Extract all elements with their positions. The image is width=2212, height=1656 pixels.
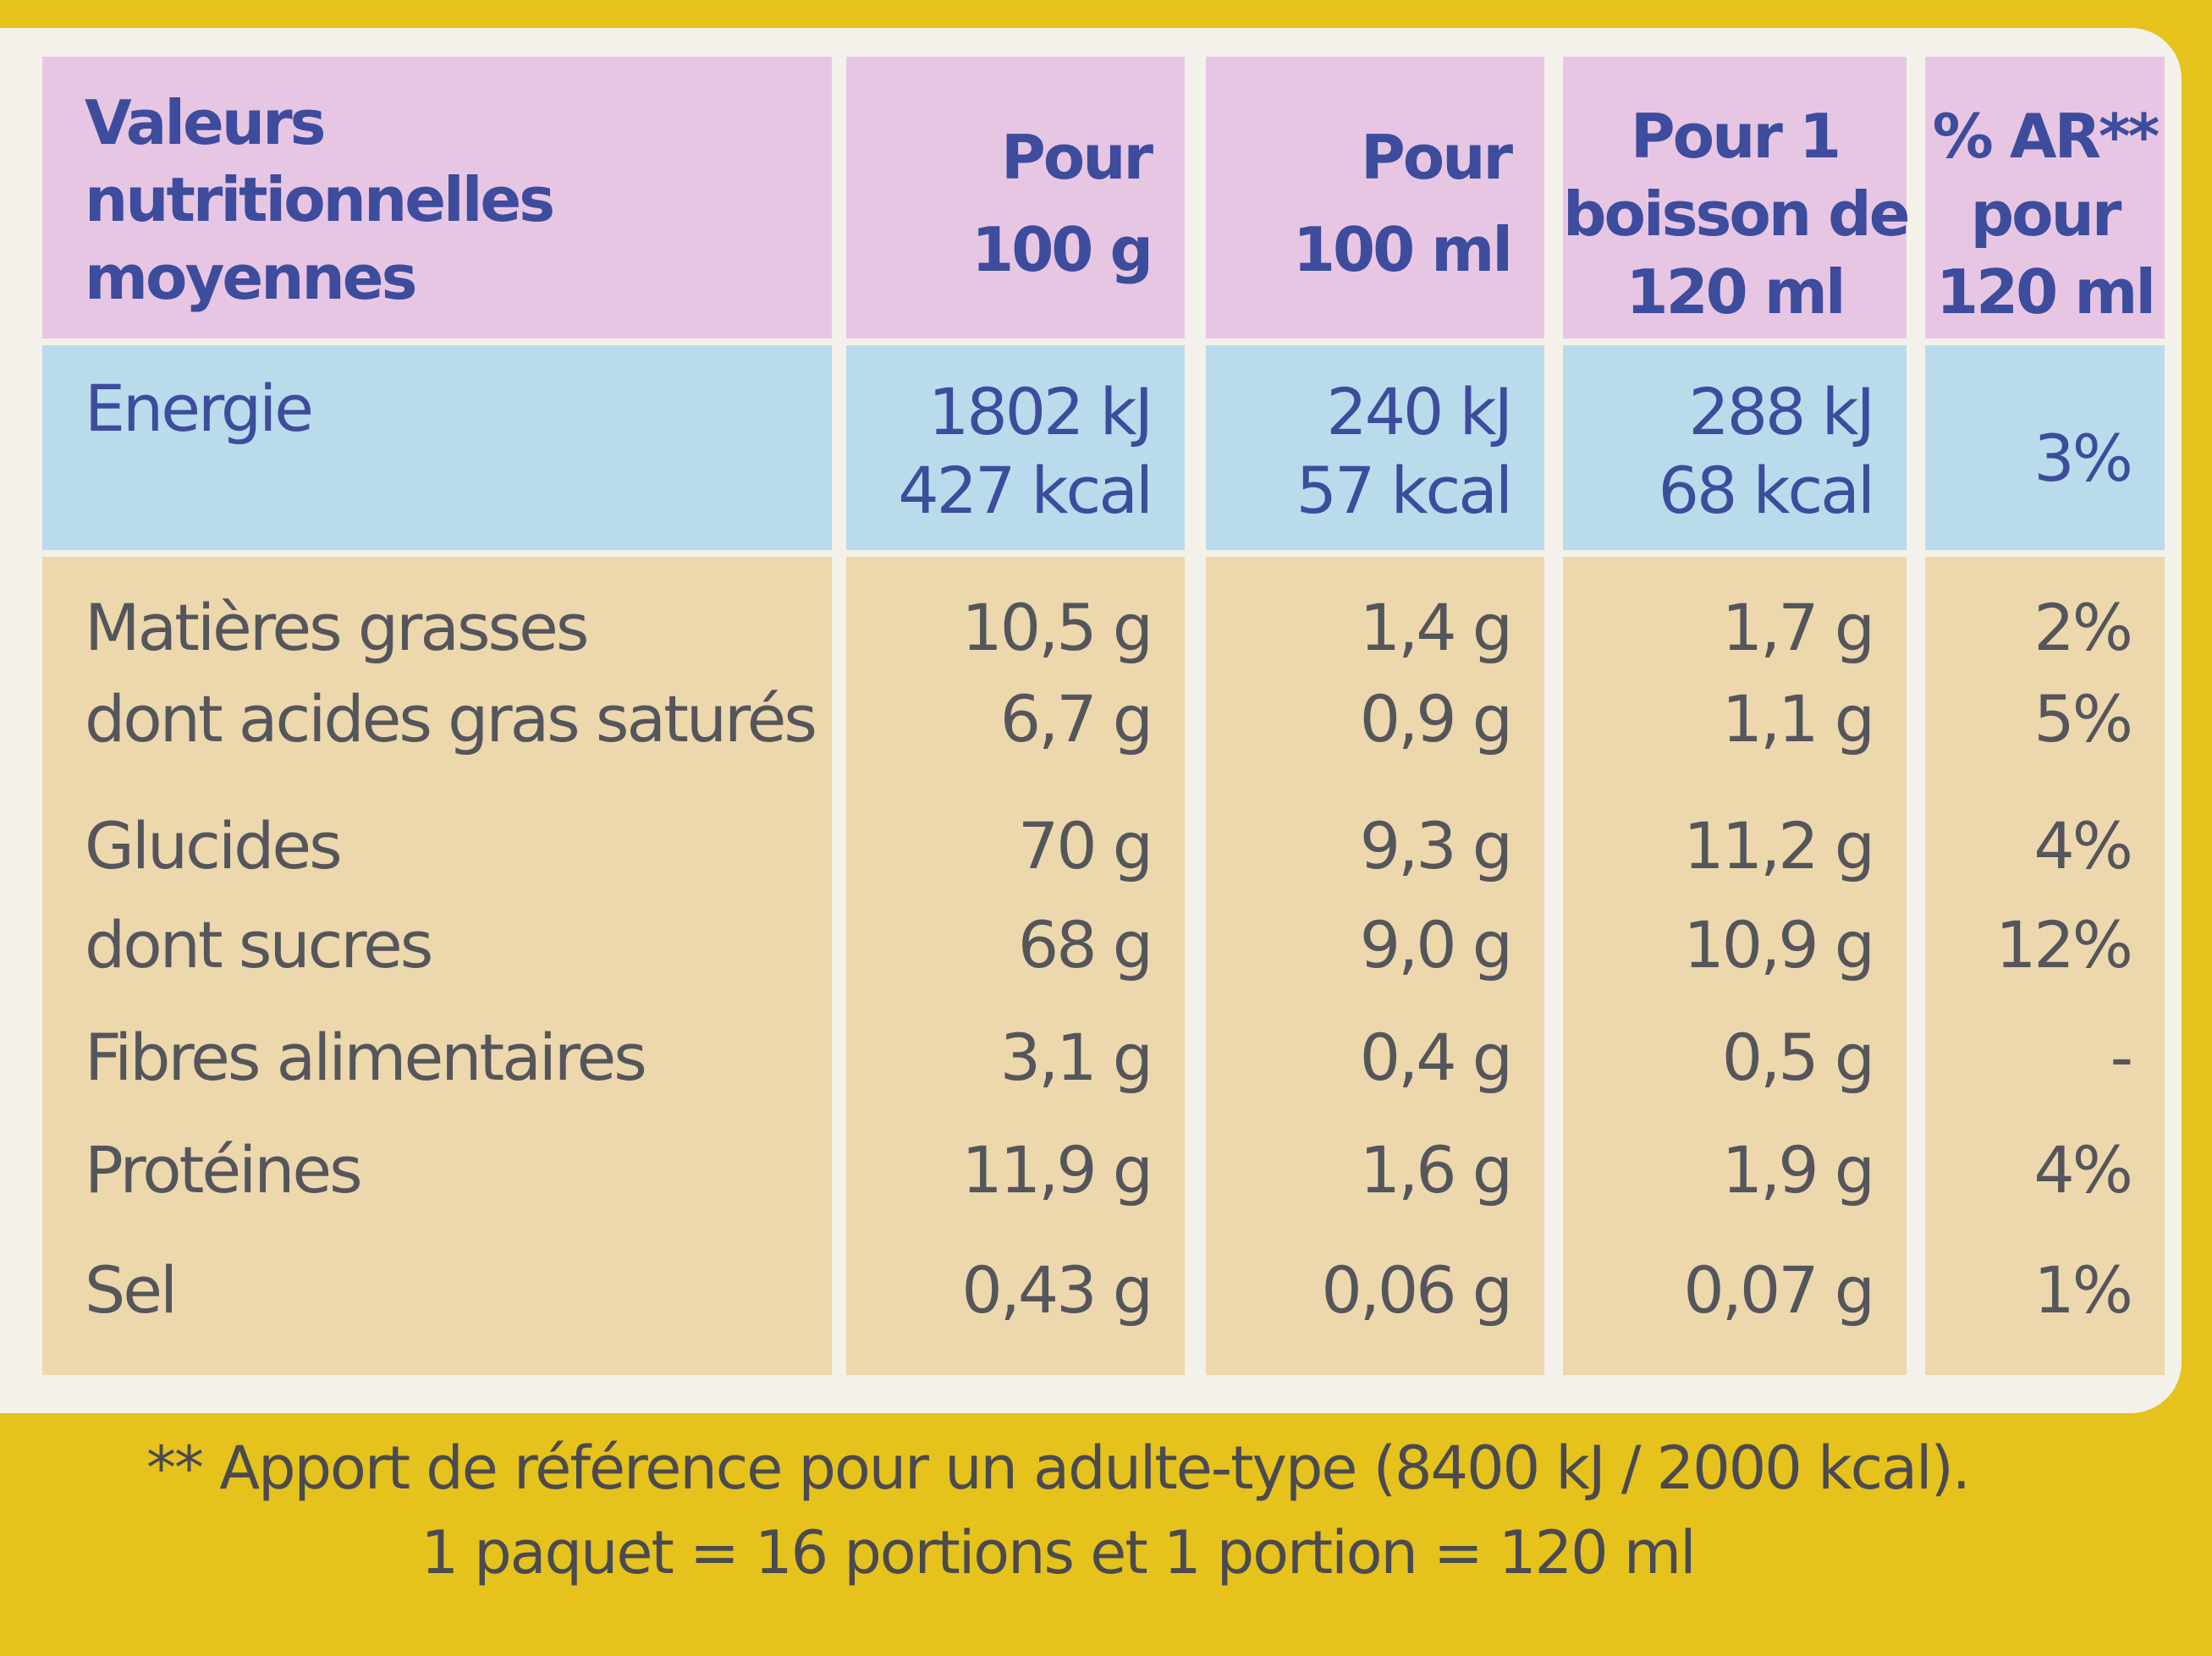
cell-bg — [1206, 57, 1544, 338]
nutrient-value: 1,4 g — [1359, 590, 1513, 665]
cell-bg — [846, 57, 1185, 338]
nutrient-value: 0,5 g — [1721, 1020, 1875, 1095]
energy-value: 240 kJ — [1326, 374, 1513, 449]
cell-bg — [1563, 557, 1907, 1375]
nutrient-value: - — [2110, 1020, 2133, 1095]
header-text: moyennes — [85, 242, 417, 313]
nutrient-value: 0,43 g — [961, 1252, 1153, 1328]
nutrient-value: 4% — [2033, 808, 2133, 883]
row-label: Energie — [85, 371, 314, 446]
nutrient-value: 1,1 g — [1721, 681, 1875, 756]
header-text: Pour — [1001, 122, 1153, 193]
energy-value: 288 kJ — [1688, 374, 1875, 449]
nutrient-value: 11,2 g — [1683, 808, 1875, 883]
row-label: dont acides gras saturés — [85, 681, 817, 756]
nutrient-value: 0,06 g — [1321, 1252, 1513, 1328]
nutrient-value: 9,3 g — [1359, 808, 1513, 883]
cell-bg — [846, 345, 1185, 550]
cell-bg — [1206, 345, 1544, 550]
header-text: Pour — [1361, 122, 1513, 193]
cell-bg — [1563, 57, 1907, 338]
nutrient-value: 1,7 g — [1721, 590, 1875, 665]
row-label: Fibres alimentaires — [85, 1020, 647, 1095]
cell-bg — [1925, 557, 2165, 1375]
nutrient-value: 70 g — [1017, 808, 1153, 883]
cell-bg — [42, 345, 832, 550]
nutrient-value: 1% — [2033, 1252, 2133, 1328]
cell-bg — [1206, 557, 1544, 1375]
row-label: Protéines — [85, 1132, 363, 1208]
nutrient-value: 68 g — [1017, 907, 1153, 982]
nutrient-value: 2% — [2033, 590, 2133, 665]
header-text: Valeurs — [85, 87, 327, 158]
nutrient-value: 6,7 g — [999, 681, 1153, 756]
header-text: Pour 1 — [1630, 101, 1841, 172]
energy-value: 57 kcal — [1296, 453, 1513, 528]
cell-bg — [42, 557, 832, 1375]
energy-value: 3% — [2033, 421, 2133, 496]
header-text: % AR** — [1932, 101, 2160, 172]
row-label: Sel — [85, 1252, 178, 1328]
nutrient-value: 0,07 g — [1683, 1252, 1875, 1328]
nutrient-value: 9,0 g — [1359, 907, 1513, 982]
header-text: boisson de — [1563, 179, 1911, 250]
row-label: Matières grasses — [85, 590, 590, 665]
nutrient-value: 0,4 g — [1359, 1020, 1513, 1095]
nutrient-value: 0,9 g — [1359, 681, 1513, 756]
header-text: 100 g — [971, 214, 1153, 285]
cell-bg — [1925, 57, 2165, 338]
nutrient-value: 12% — [1995, 907, 2133, 982]
nutrient-value: 1,6 g — [1359, 1132, 1513, 1208]
header-text: 120 ml — [1935, 256, 2156, 327]
nutrient-value: 5% — [2033, 681, 2133, 756]
row-label: Glucides — [85, 808, 343, 883]
nutrient-value: 10,5 g — [961, 590, 1153, 665]
header-text: pour — [1970, 179, 2122, 250]
energy-value: 427 kcal — [898, 453, 1153, 528]
cell-bg — [1925, 345, 2165, 550]
cell-bg — [1563, 345, 1907, 550]
header-text: 100 ml — [1292, 214, 1513, 285]
header-text: nutritionnelles — [85, 164, 555, 235]
cell-bg — [846, 557, 1185, 1375]
nutrient-value: 3,1 g — [999, 1020, 1153, 1095]
header-text: 120 ml — [1626, 256, 1846, 327]
energy-value: 1802 kJ — [928, 374, 1153, 449]
nutrient-value: 4% — [2033, 1132, 2133, 1208]
footnote: 1 paquet = 16 portions et 1 portion = 12… — [421, 1518, 1696, 1587]
cell-bg — [42, 57, 832, 338]
footnote: ** Apport de référence pour un adulte-ty… — [146, 1433, 1971, 1503]
nutrient-value: 11,9 g — [961, 1132, 1153, 1208]
nutrient-value: 10,9 g — [1683, 907, 1875, 982]
row-label: dont sucres — [85, 907, 433, 982]
nutrient-value: 1,9 g — [1721, 1132, 1875, 1208]
energy-value: 68 kcal — [1658, 453, 1875, 528]
